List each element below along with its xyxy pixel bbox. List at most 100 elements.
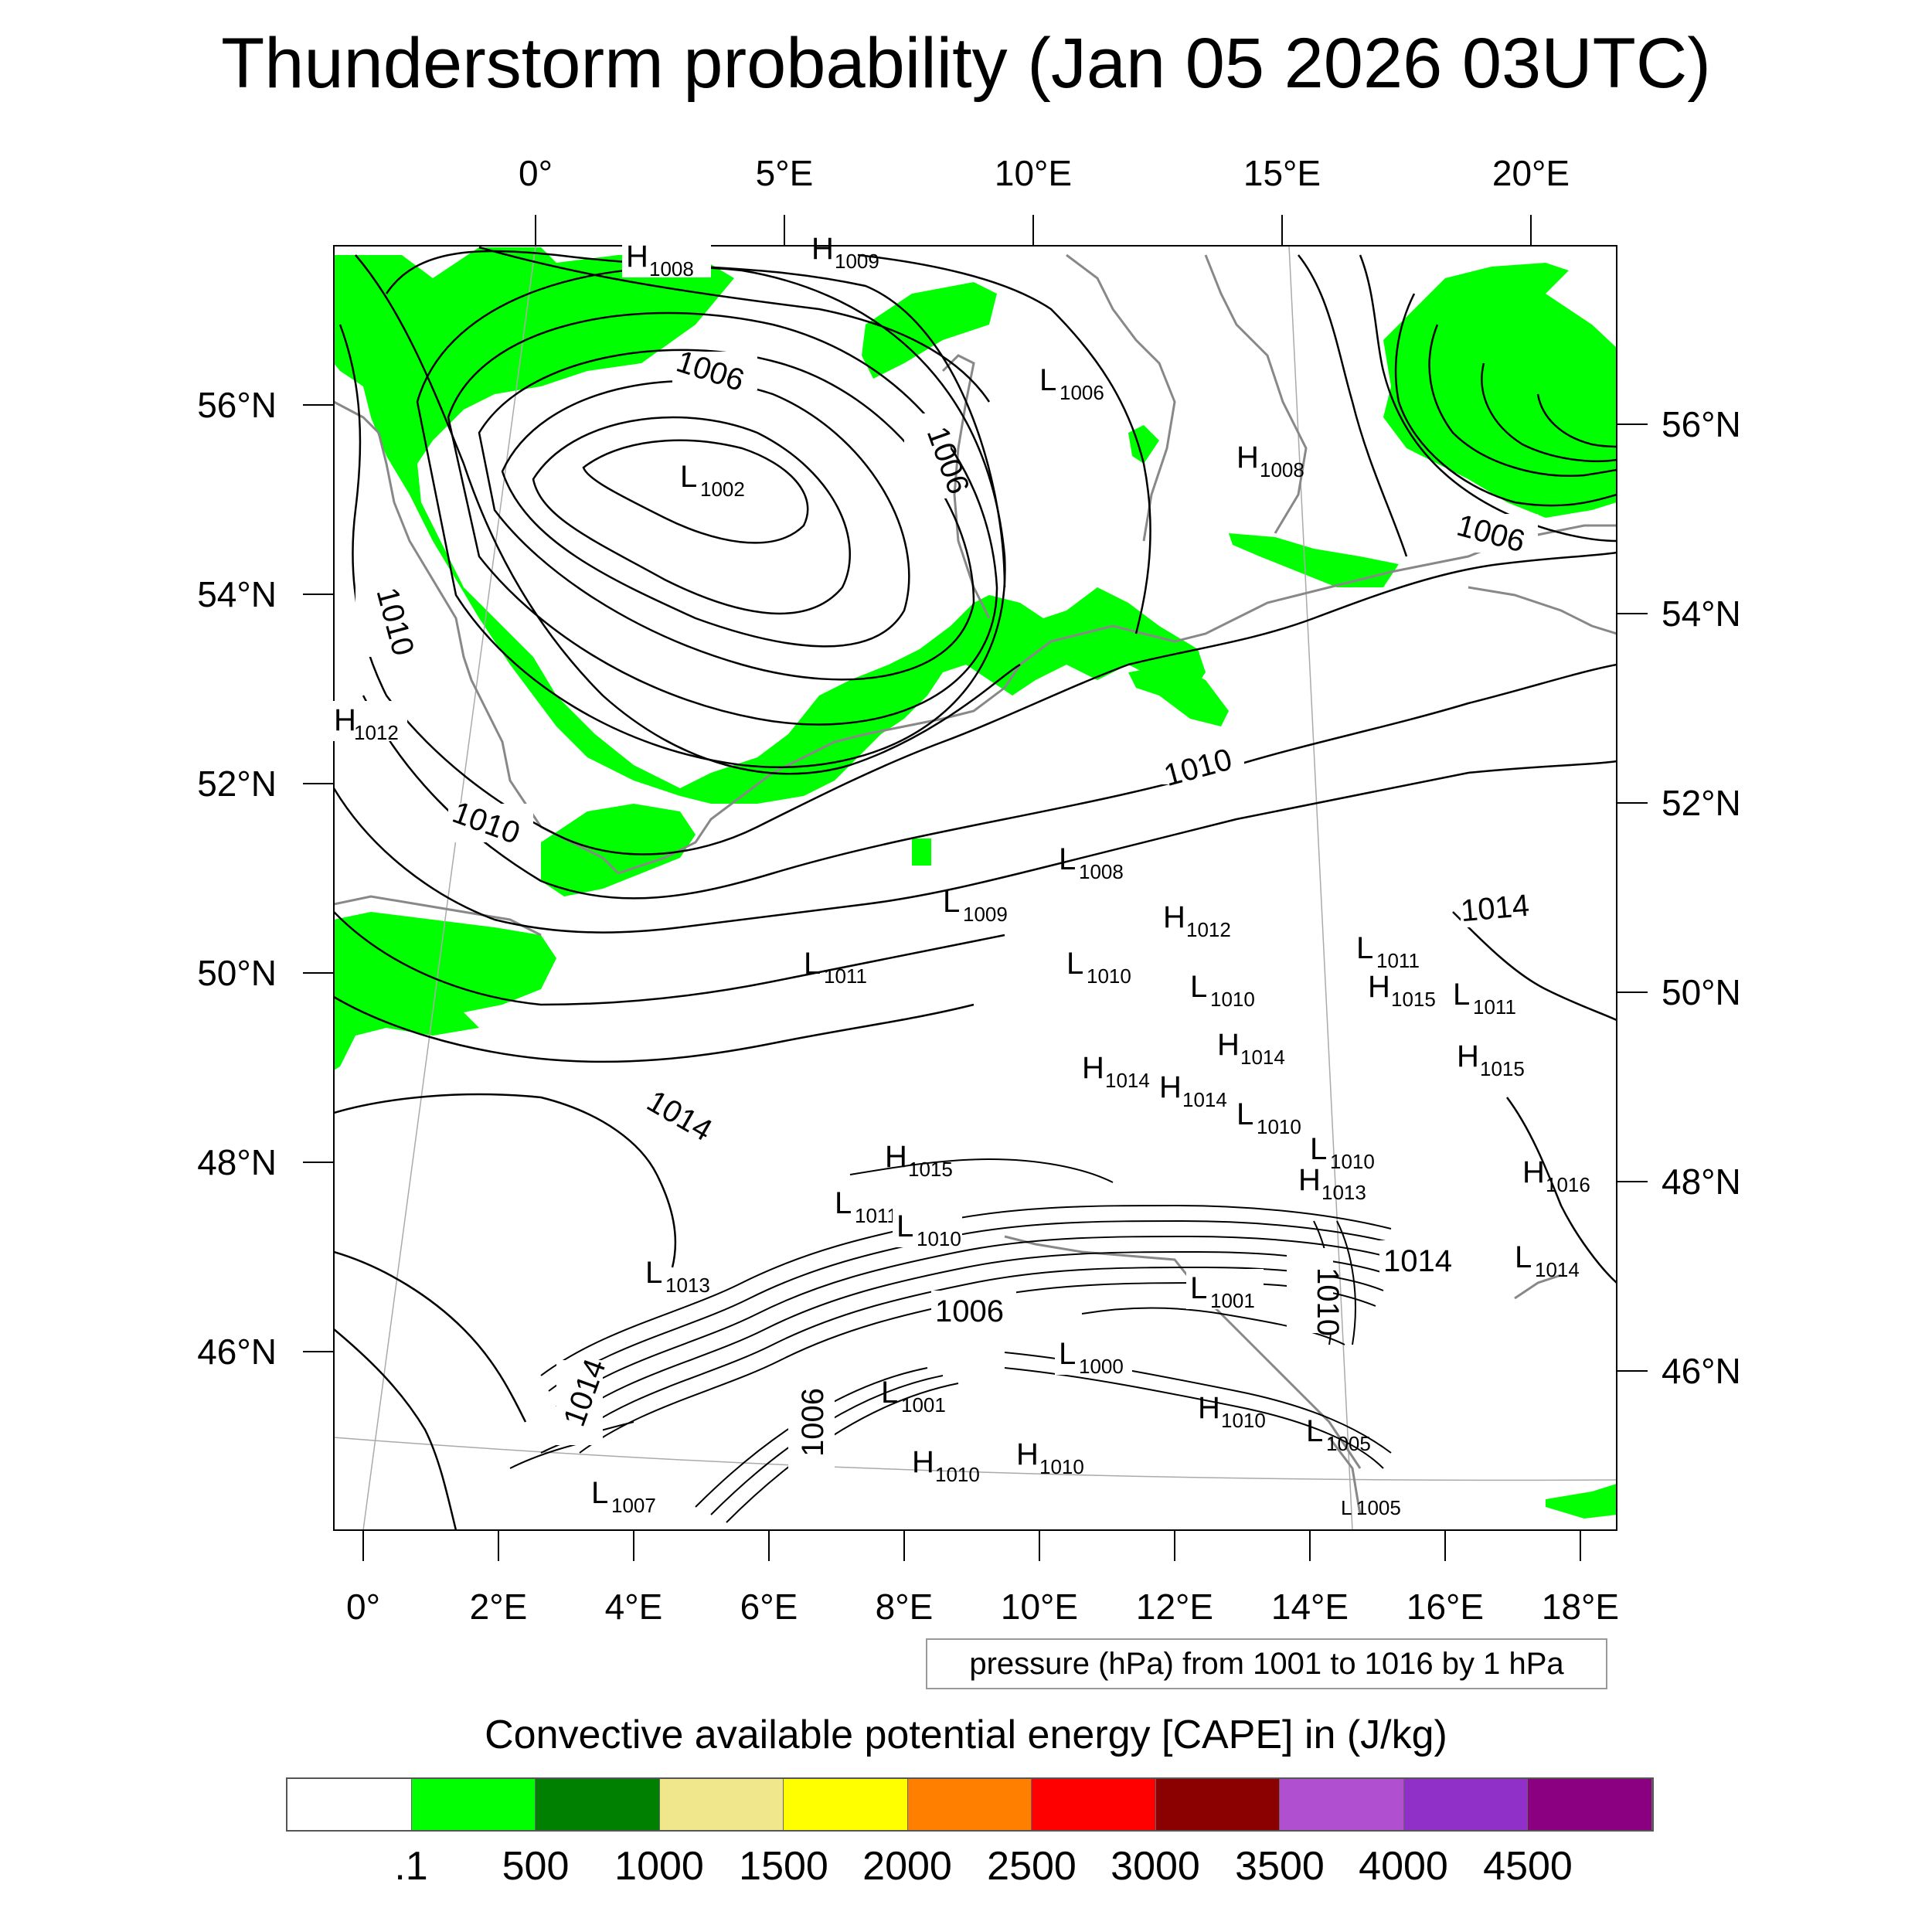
pressure-center: L 1011 bbox=[1453, 978, 1516, 1019]
right-lat-label: 56°N bbox=[1662, 404, 1741, 444]
colorbar-swatch bbox=[536, 1779, 660, 1830]
pressure-center: L 1001 bbox=[881, 1376, 946, 1417]
right-lat-labels: 56°N 54°N 52°N 50°N 48°N 46°N bbox=[1662, 404, 1741, 1391]
graticule bbox=[334, 246, 1617, 1530]
colorbar-swatch bbox=[1528, 1779, 1652, 1830]
isobar-label: 1014 bbox=[1459, 889, 1530, 929]
colorbar-swatch bbox=[784, 1779, 908, 1830]
colorbar-swatch bbox=[1155, 1779, 1280, 1830]
tick-marks bbox=[303, 215, 1648, 1561]
colorbar-label: 1500 bbox=[739, 1844, 828, 1889]
pressure-center: H 1014 bbox=[1217, 1028, 1285, 1069]
top-lon-label: 15°E bbox=[1243, 153, 1321, 193]
center-value: 1014 bbox=[1182, 1088, 1227, 1111]
pressure-center: L 1000 bbox=[1055, 1335, 1132, 1378]
center-value: 1014 bbox=[1240, 1046, 1285, 1069]
pressure-center: L 1010 bbox=[1190, 970, 1255, 1011]
center-value: 1001 bbox=[1210, 1289, 1255, 1312]
pressure-center: L 1010 bbox=[1066, 947, 1131, 988]
bottom-lon-label: 14°E bbox=[1271, 1587, 1349, 1627]
center-type: L bbox=[1066, 947, 1083, 981]
colorbar-swatch bbox=[907, 1779, 1032, 1830]
center-value: 1010 bbox=[917, 1227, 961, 1250]
bottom-lon-label: 6°E bbox=[740, 1587, 798, 1627]
bottom-lon-labels: 0° 2°E 4°E 6°E 8°E 10°E 12°E 14°E 16°E 1… bbox=[346, 1587, 1619, 1627]
pressure-center: L 1014 bbox=[1515, 1240, 1580, 1281]
pressure-center: L 1010 bbox=[1310, 1132, 1375, 1173]
colorbar-swatch bbox=[411, 1779, 536, 1830]
center-value: 1015 bbox=[1480, 1057, 1525, 1080]
bottom-lon-label: 8°E bbox=[876, 1587, 934, 1627]
top-lon-label: 10°E bbox=[995, 153, 1072, 193]
center-value: 1010 bbox=[1257, 1115, 1301, 1138]
center-type: H bbox=[885, 1140, 907, 1174]
colorbar-title: Convective available potential energy [C… bbox=[485, 1713, 1447, 1757]
center-type: L bbox=[943, 885, 960, 919]
pressure-center: L 1009 bbox=[943, 885, 1008, 926]
pressure-center: H 1010 bbox=[912, 1445, 980, 1486]
isobar-label: 1014 bbox=[641, 1084, 718, 1148]
center-type: H bbox=[334, 703, 356, 737]
center-type: H bbox=[1368, 970, 1390, 1004]
map-frame bbox=[333, 245, 1617, 1531]
center-value: 1011 bbox=[1376, 949, 1420, 972]
pressure-center: H 1013 bbox=[1298, 1163, 1366, 1204]
center-type: L bbox=[1236, 1097, 1253, 1131]
center-value: 1015 bbox=[908, 1158, 953, 1181]
colorbar-label: 2500 bbox=[987, 1844, 1077, 1889]
center-value: 1000 bbox=[1079, 1355, 1124, 1378]
colorbar-label: 3500 bbox=[1235, 1844, 1325, 1889]
right-lat-label: 48°N bbox=[1662, 1162, 1741, 1202]
center-value: 1005 bbox=[1356, 1496, 1401, 1519]
center-type: L bbox=[1341, 1496, 1352, 1519]
center-type: L bbox=[881, 1376, 898, 1410]
top-lon-label: 5°E bbox=[756, 153, 814, 193]
center-type: L bbox=[1190, 1271, 1207, 1305]
pressure-center: L 1011 bbox=[1356, 931, 1420, 972]
pressure-center: H 1015 bbox=[1368, 970, 1436, 1011]
center-type: L bbox=[645, 1256, 662, 1290]
center-type: L bbox=[591, 1476, 608, 1510]
center-value: 1009 bbox=[963, 903, 1008, 926]
colorbar-swatch bbox=[1403, 1779, 1528, 1830]
left-lat-label: 48°N bbox=[197, 1142, 277, 1182]
isobar-label: 1010 bbox=[1311, 1267, 1345, 1336]
pressure-legend-note: pressure (hPa) from 1001 to 1016 by 1 hP… bbox=[926, 1638, 1607, 1689]
top-lon-label: 0° bbox=[519, 153, 553, 193]
bottom-lon-label: 12°E bbox=[1136, 1587, 1213, 1627]
bottom-lon-label: 4°E bbox=[605, 1587, 663, 1627]
center-type: L bbox=[896, 1209, 913, 1243]
right-lat-label: 52°N bbox=[1662, 783, 1741, 823]
top-lon-label: 20°E bbox=[1492, 153, 1570, 193]
center-type: H bbox=[811, 232, 834, 266]
center-type: L bbox=[1310, 1132, 1327, 1166]
pressure-center: L 1013 bbox=[645, 1256, 710, 1297]
center-type: L bbox=[804, 947, 821, 981]
top-lon-labels: 0° 5°E 10°E 15°E 20°E bbox=[519, 153, 1570, 193]
pressure-center: L 1007 bbox=[591, 1476, 656, 1517]
center-value: 1011 bbox=[824, 964, 867, 988]
pressure-center: L 1001 bbox=[1186, 1269, 1264, 1312]
center-type: H bbox=[626, 240, 648, 274]
pressure-center: L 1005 bbox=[1306, 1414, 1371, 1455]
center-value: 1007 bbox=[611, 1494, 656, 1517]
center-value: 1010 bbox=[1087, 964, 1131, 988]
pressure-center: L 1011 bbox=[804, 947, 867, 988]
colorbar-label: 4500 bbox=[1483, 1844, 1573, 1889]
center-type: L bbox=[1059, 842, 1076, 876]
colorbar-label: 2000 bbox=[862, 1844, 952, 1889]
colorbar-label: .1 bbox=[394, 1844, 428, 1889]
center-value: 1011 bbox=[1473, 995, 1516, 1019]
colorbar-swatch bbox=[1032, 1779, 1156, 1830]
pressure-center: H 1008 bbox=[1236, 440, 1304, 481]
bottom-lon-label: 18°E bbox=[1542, 1587, 1619, 1627]
center-value: 1002 bbox=[700, 478, 745, 501]
center-value: 1013 bbox=[665, 1274, 710, 1297]
center-type: L bbox=[1453, 978, 1470, 1012]
center-type: H bbox=[1236, 440, 1259, 474]
center-value: 1010 bbox=[1039, 1455, 1084, 1478]
center-value: 1011 bbox=[855, 1204, 898, 1227]
colorbar-swatch bbox=[287, 1779, 412, 1830]
